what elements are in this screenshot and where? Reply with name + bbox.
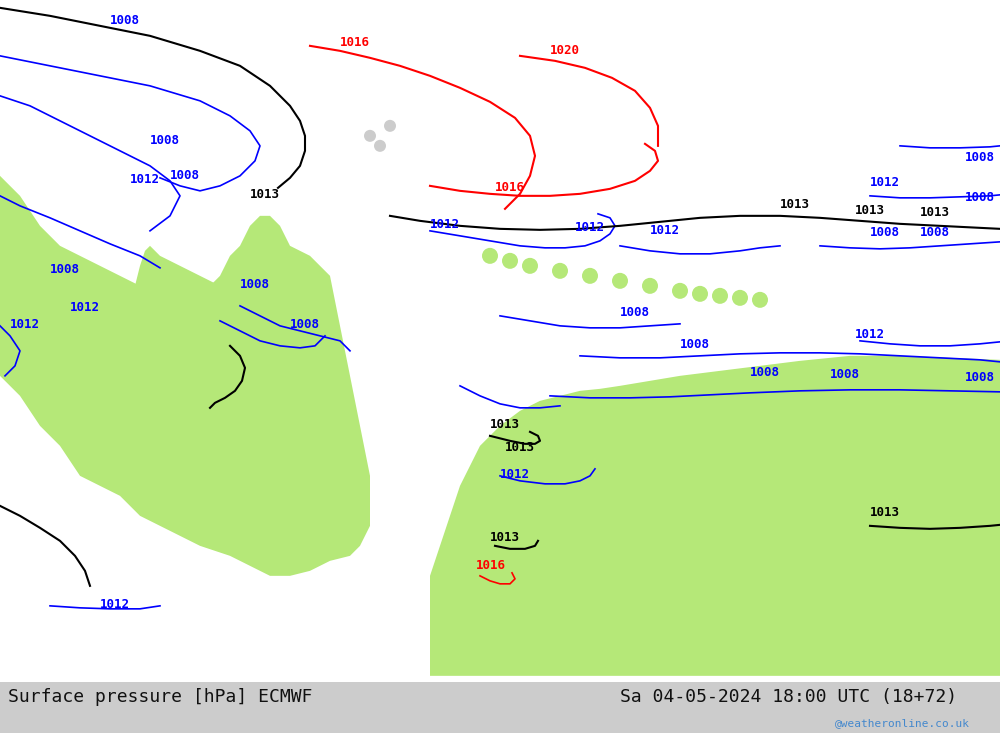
Text: Sa 04-05-2024 18:00 UTC (18+72): Sa 04-05-2024 18:00 UTC (18+72) [620,688,957,707]
Text: 1012: 1012 [70,301,100,314]
Text: 1013: 1013 [250,188,280,201]
Polygon shape [430,356,1000,676]
Text: 1008: 1008 [830,368,860,381]
Text: 1008: 1008 [240,278,270,291]
Text: 1012: 1012 [500,468,530,481]
Circle shape [364,130,376,142]
Text: 1008: 1008 [965,371,995,384]
Text: 1008: 1008 [965,191,995,204]
Text: 1013: 1013 [920,206,950,219]
Text: @weatheronline.co.uk: @weatheronline.co.uk [835,718,970,728]
Text: 1012: 1012 [575,221,605,234]
Text: 1008: 1008 [150,134,180,147]
Circle shape [482,248,498,264]
Text: 1016: 1016 [495,181,525,194]
Text: 1012: 1012 [430,218,460,231]
Text: 1016: 1016 [340,36,370,49]
Text: 1012: 1012 [870,176,900,189]
Text: 1008: 1008 [620,306,650,319]
Text: 1008: 1008 [920,226,950,239]
Circle shape [732,290,748,306]
Circle shape [612,273,628,289]
Polygon shape [128,246,325,550]
Circle shape [582,268,598,284]
Text: 1012: 1012 [10,318,40,331]
Text: 1020: 1020 [550,44,580,57]
Text: 1013: 1013 [780,198,810,211]
Text: 1008: 1008 [680,338,710,351]
Text: 1016: 1016 [476,559,506,572]
Circle shape [384,119,396,132]
Circle shape [672,283,688,299]
Text: 1008: 1008 [870,226,900,239]
Circle shape [552,263,568,279]
Circle shape [374,140,386,152]
Text: 1012: 1012 [130,173,160,186]
Circle shape [752,292,768,308]
Text: 1008: 1008 [170,169,200,182]
Text: 1008: 1008 [110,14,140,27]
Text: 1013: 1013 [855,204,885,217]
Circle shape [692,286,708,302]
Circle shape [522,258,538,274]
Text: 1008: 1008 [750,366,780,379]
Text: 1013: 1013 [870,506,900,519]
Text: Surface pressure [hPa] ECMWF: Surface pressure [hPa] ECMWF [8,688,312,707]
Polygon shape [0,6,370,576]
Text: 1008: 1008 [50,263,80,276]
Circle shape [712,288,728,304]
Text: 1013: 1013 [490,418,520,431]
Text: 1012: 1012 [100,598,130,611]
Text: 1012: 1012 [650,224,680,237]
Circle shape [642,278,658,294]
Text: 1012: 1012 [855,328,885,341]
Text: 1008: 1008 [965,151,995,164]
Text: 1008: 1008 [290,318,320,331]
Circle shape [502,253,518,269]
Text: 1013: 1013 [490,531,520,544]
Text: 1013: 1013 [505,441,535,454]
